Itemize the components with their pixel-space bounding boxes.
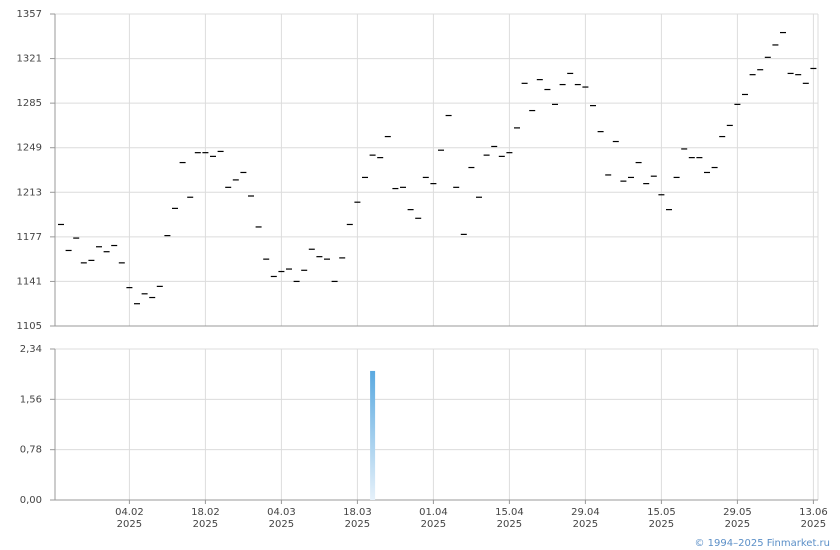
x-tick-label: 18.02 2025 <box>191 507 220 530</box>
volume-bar <box>370 370 376 500</box>
x-tick-label: 13.06 2025 <box>799 507 828 530</box>
y-tick-label: 1249 <box>17 143 42 154</box>
y-tick-label: 1321 <box>17 54 42 65</box>
y2-tick-label: 0,78 <box>20 445 42 456</box>
x-tick-label: 01.04 2025 <box>419 507 448 530</box>
y-tick-label: 1213 <box>17 187 42 198</box>
y2-tick-label: 2,34 <box>20 344 42 355</box>
x-tick-label: 29.04 2025 <box>571 507 600 530</box>
y2-tick-label: 1,56 <box>20 394 42 405</box>
y-tick-label: 1285 <box>17 98 42 109</box>
y-tick-label: 1141 <box>17 276 42 287</box>
y-tick-label: 1105 <box>17 321 42 332</box>
y-tick-label: 1177 <box>17 232 42 243</box>
x-tick-label: 04.02 2025 <box>115 507 144 530</box>
y2-tick-label: 0,00 <box>20 495 42 506</box>
copyright-link[interactable]: © 1994–2025 Finmarket.ru <box>694 538 830 549</box>
x-tick-label: 04.03 2025 <box>267 507 296 530</box>
x-tick-label: 29.05 2025 <box>723 507 752 530</box>
x-tick-label: 15.05 2025 <box>647 507 676 530</box>
x-tick-label: 15.04 2025 <box>495 507 524 530</box>
y-tick-label: 1357 <box>17 9 42 20</box>
x-tick-label: 18.03 2025 <box>343 507 372 530</box>
